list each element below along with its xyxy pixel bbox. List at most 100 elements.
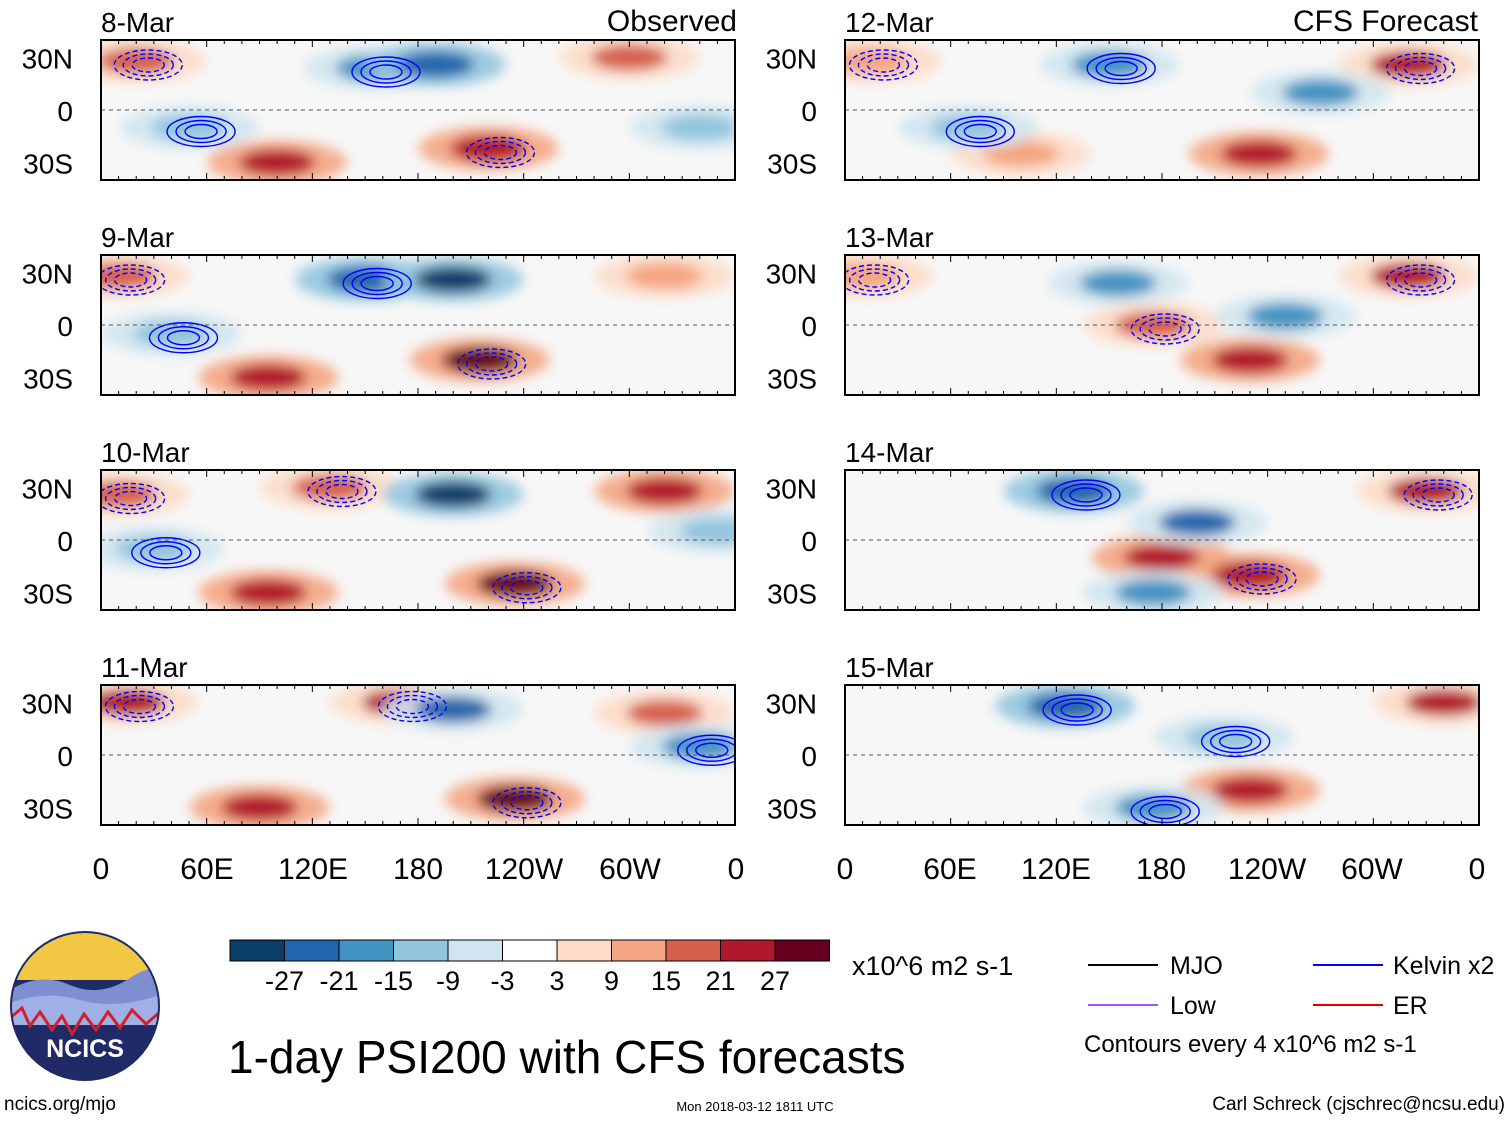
- kelvin-contour: [104, 690, 175, 723]
- colorbar-tick-label: -15: [374, 966, 413, 996]
- xtick-right-5: 60W: [1341, 853, 1403, 886]
- legend-label-er: ER: [1393, 992, 1428, 1020]
- kelvin-contour: [686, 738, 735, 762]
- colorbar-tick-label: 3: [549, 966, 564, 996]
- xtick-left-3: 180: [393, 853, 443, 886]
- map-panel: 9-Mar 30N 0 30S: [22, 222, 736, 396]
- anomaly-core: [1247, 303, 1324, 330]
- anomaly-core: [1079, 270, 1156, 296]
- lat-tick-label: 30N: [22, 689, 73, 720]
- kelvin-contour: [307, 475, 377, 508]
- map-panel: 12-Mar 30N 0 30S: [766, 7, 1480, 181]
- kelvin-contour: [131, 537, 201, 569]
- kelvin-contour: [1412, 483, 1464, 507]
- lat-tick-label: 0: [801, 311, 817, 342]
- kelvin-contour: [157, 326, 210, 350]
- panel-date-label: 8-Mar: [101, 7, 174, 38]
- kelvin-contour: [954, 119, 1006, 144]
- legend-label-low: Low: [1170, 992, 1217, 1020]
- kelvin-contour: [1130, 313, 1200, 345]
- kelvin-contour: [184, 123, 218, 140]
- kelvin-contour: [1227, 563, 1297, 595]
- colorbar-tick-label: -9: [436, 966, 460, 996]
- colorbar-swatch: [393, 939, 449, 962]
- colorbar-swatch: [774, 939, 830, 962]
- kelvin-contour: [501, 791, 553, 815]
- kelvin-contour: [1403, 479, 1473, 511]
- lat-tick-label: 30N: [766, 689, 817, 720]
- kelvin-contour: [1236, 567, 1288, 591]
- anomaly-core: [415, 481, 492, 508]
- kelvin-contour: [104, 486, 157, 511]
- lat-tick-label: 30N: [766, 44, 817, 75]
- anomaly-core: [591, 44, 668, 71]
- colorbar-tick-label: -21: [319, 966, 358, 996]
- anomaly-core: [1212, 347, 1289, 373]
- colorbar-swatch: [447, 939, 503, 962]
- kelvin-contour: [1403, 60, 1438, 77]
- kelvin-contour: [1394, 268, 1447, 292]
- colorbar-swatch: [338, 939, 394, 962]
- kelvin-contour: [149, 545, 183, 561]
- anomaly-core: [1220, 140, 1297, 167]
- panel-date-label: 12-Mar: [845, 7, 934, 38]
- map-panels: 8-Mar30N030S9-Mar30N030S10-Mar30N030S11-…: [22, 7, 1480, 826]
- anomaly-core: [1115, 579, 1192, 606]
- kelvin-contour: [1139, 317, 1191, 341]
- anomaly-core: [1282, 79, 1359, 106]
- logo-text: NCICS: [46, 1035, 124, 1063]
- lat-tick-label: 30N: [22, 259, 73, 290]
- anomaly-core: [983, 140, 1060, 167]
- kelvin-contour: [1086, 52, 1156, 85]
- lat-tick-label: 30N: [766, 474, 817, 505]
- kelvin-contour: [945, 115, 1015, 148]
- lat-tick-label: 30S: [23, 364, 73, 395]
- xtick-left-6: 0: [728, 853, 745, 886]
- xtick-right-0: 0: [837, 853, 854, 886]
- kelvin-contour: [1394, 56, 1447, 81]
- colorbar-tick-label: -3: [490, 966, 514, 996]
- kelvin-contour: [360, 275, 394, 292]
- xtick-right-4: 120W: [1228, 853, 1307, 886]
- lat-tick-label: 0: [57, 741, 73, 772]
- colorbar-swatch: [611, 939, 667, 962]
- panel-date-label: 15-Mar: [845, 652, 934, 683]
- xtick-left-4: 120W: [485, 853, 564, 886]
- panel-date-label: 9-Mar: [101, 222, 174, 253]
- lat-tick-label: 0: [57, 311, 73, 342]
- kelvin-contour: [1148, 321, 1182, 337]
- kelvin-contour: [1148, 803, 1182, 820]
- anomaly-core: [1124, 544, 1200, 571]
- kelvin-contour: [1385, 52, 1456, 85]
- lat-tick-label: 0: [801, 526, 817, 557]
- kelvin-contour: [104, 268, 157, 292]
- kelvin-contour: [316, 479, 368, 504]
- kelvin-contour: [122, 698, 157, 715]
- lat-tick-label: 30S: [767, 364, 817, 395]
- legend-label-kelvin: Kelvin x2: [1393, 952, 1494, 980]
- kelvin-contour: [166, 115, 236, 148]
- kelvin-contour: [465, 352, 518, 376]
- colorbar-swatch: [229, 939, 285, 962]
- column-label-forecast: CFS Forecast: [1293, 5, 1479, 38]
- kelvin-contour: [510, 795, 544, 811]
- kelvin-contour: [351, 271, 403, 296]
- xtick-left-5: 60W: [599, 853, 661, 886]
- anomaly-core: [626, 263, 703, 289]
- colorbar-tick-label: 21: [705, 966, 735, 996]
- lat-tick-label: 30S: [23, 149, 73, 180]
- kelvin-contour: [1051, 479, 1121, 511]
- lat-tick-label: 30N: [766, 259, 817, 290]
- figure-title: 1-day PSI200 with CFS forecasts: [228, 1031, 906, 1083]
- panel-date-label: 14-Mar: [845, 437, 934, 468]
- kelvin-contour: [113, 49, 183, 81]
- kelvin-contour: [1385, 264, 1456, 296]
- source-url[interactable]: ncics.org/mjo: [4, 1094, 116, 1115]
- kelvin-contour: [175, 119, 227, 144]
- kelvin-contour: [360, 60, 412, 84]
- kelvin-contour: [1060, 483, 1112, 507]
- map-panel: 8-Mar 30N 0 30S: [22, 7, 736, 181]
- kelvin-contour: [963, 123, 997, 140]
- lat-tick-label: 30S: [767, 579, 817, 610]
